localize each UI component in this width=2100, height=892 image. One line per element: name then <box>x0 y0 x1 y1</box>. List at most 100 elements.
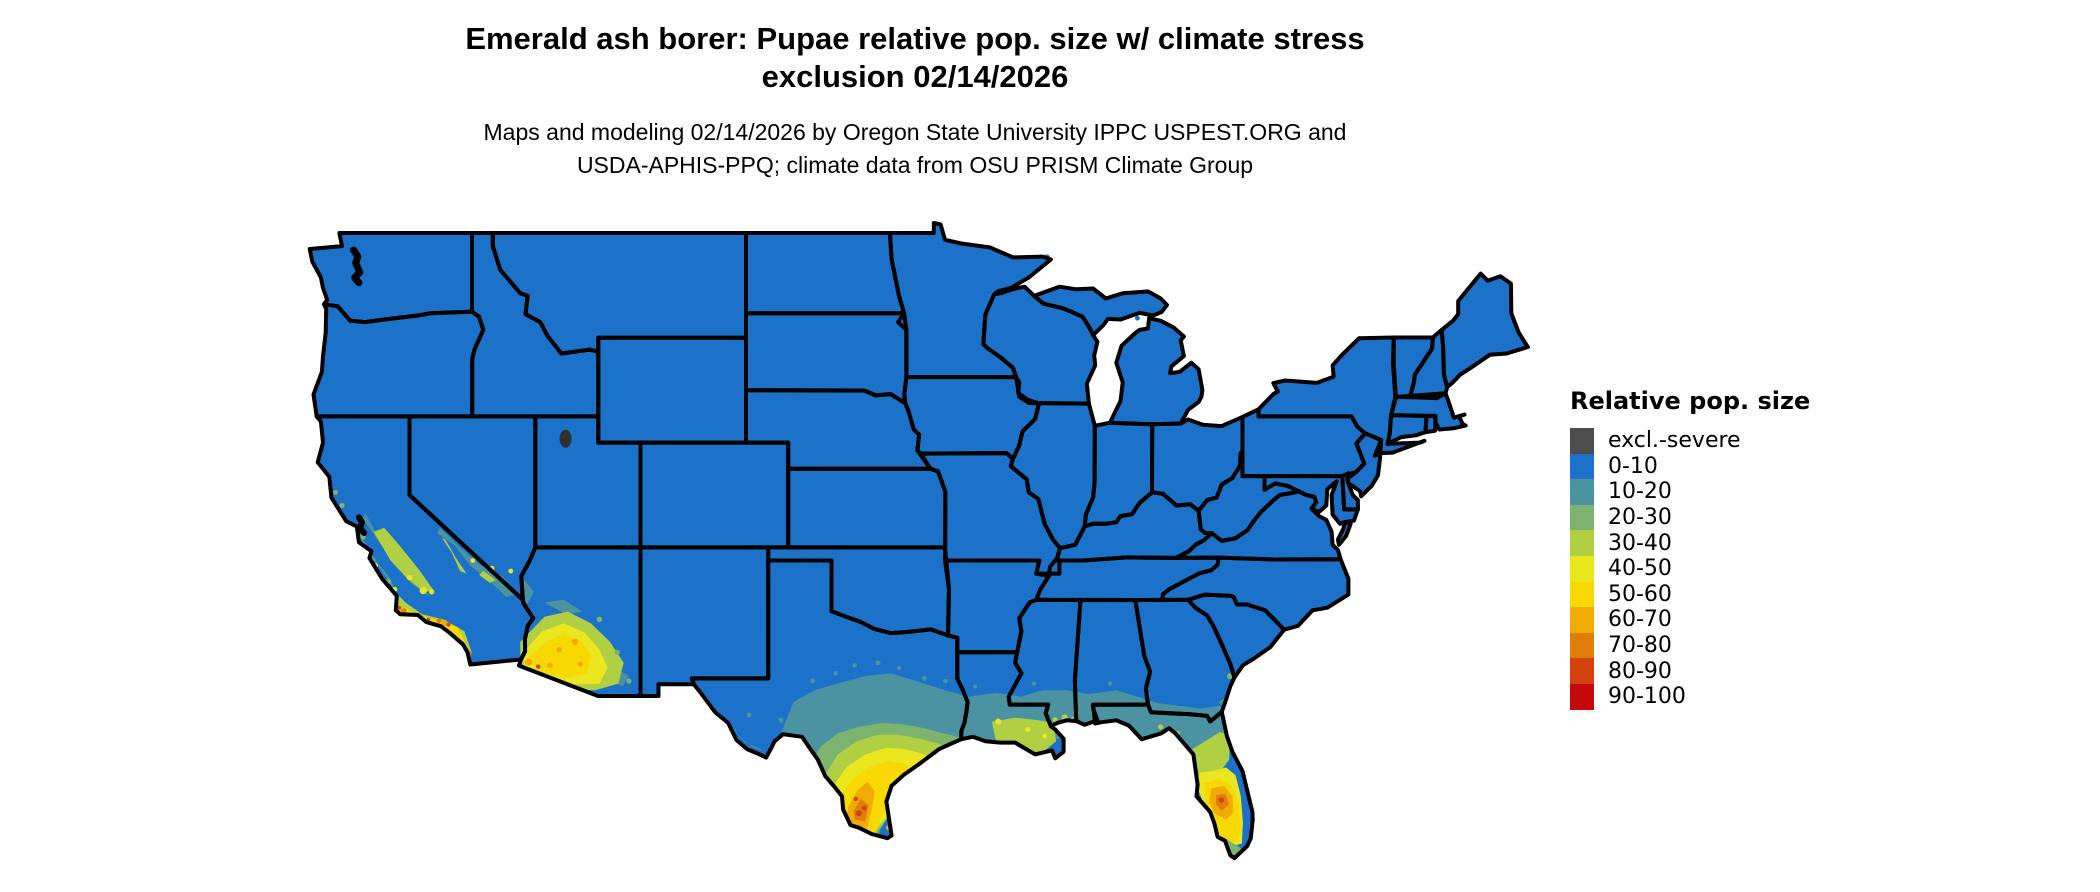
state-fill-tn <box>1036 557 1219 601</box>
overlay-texas-red-specks <box>855 810 862 817</box>
overlay-socal-red-specks <box>426 617 431 622</box>
legend-item-label: 70-80 <box>1608 633 1672 659</box>
state-fill-ne <box>746 390 931 469</box>
san-juan-islands <box>342 234 348 240</box>
legend-swatch-80-90 <box>1570 658 1594 684</box>
legend-item-label: 40-50 <box>1608 556 1672 582</box>
overlay-texas-coast-orange-specks <box>921 771 927 777</box>
legend-item-label: 80-90 <box>1608 658 1672 684</box>
legend-item-label: 60-70 <box>1608 607 1672 633</box>
overlay-florida-yellowgreen-band <box>1179 732 1231 778</box>
state-fill-ks <box>788 468 946 548</box>
overlay-socal-deep-orange-specks <box>436 618 442 624</box>
overlay-socal-orange-specks <box>441 619 448 627</box>
overlay-texas-teal-specks <box>921 675 927 681</box>
state-fill-nv <box>409 416 536 600</box>
overlay-california-valley-yellow-specks <box>406 574 413 581</box>
state-fill-ar <box>945 560 1049 653</box>
legend-item: 70-80 <box>1570 632 1810 659</box>
overlay-mojave-yellowgreen-streaks <box>442 538 467 574</box>
state-fill-miu <box>1034 286 1167 336</box>
state-fill-nd <box>746 233 905 314</box>
overlay-channel-islands-dots-orange <box>417 634 423 640</box>
overlay-mojave-yellow-specks <box>470 558 476 563</box>
figure-title-line1: Emerald ash borer: Pupae relative pop. s… <box>465 21 1365 56</box>
legend-item-label: 50-60 <box>1608 581 1672 607</box>
us-map-water-features <box>342 234 1140 536</box>
legend-item: 50-60 <box>1570 581 1810 608</box>
overlay-arizona-red-speck <box>536 664 541 669</box>
legend-item: 30-40 <box>1570 530 1810 556</box>
overlay-socal-coast-yellowgreen-strip <box>388 586 472 663</box>
state-fill-me <box>1441 273 1528 388</box>
overlay-florida-keys-green-dots <box>1231 865 1236 870</box>
state-fill-co <box>640 442 789 548</box>
legend-item: 20-30 <box>1570 504 1810 531</box>
overlay-texas-coast-orange-specks <box>902 788 908 794</box>
overlay-mojave-yellow-specks <box>508 568 514 574</box>
overlay-socal-red-specks <box>446 622 451 627</box>
overlay-arizona-orange-specks <box>577 661 584 667</box>
overlay-florida-keys-green-dots <box>1213 870 1219 876</box>
state-fill-in <box>1084 422 1153 527</box>
state-fill-wy <box>598 337 746 443</box>
legend-swatch-50-60 <box>1570 581 1594 608</box>
overlay-texas-teal-specks <box>1107 681 1113 686</box>
overlay-arizona-teal-patches <box>544 599 583 615</box>
state-fill-nh <box>1410 329 1448 399</box>
state-border-me <box>1439 271 1530 390</box>
overlay-texas-teal-specks <box>972 684 978 689</box>
state-border-nj <box>1345 431 1384 499</box>
overlay-socal-deep-orange-specks <box>401 608 407 614</box>
overlay-arizona-gold-core <box>527 633 591 679</box>
legend-item: excl.-severe <box>1570 428 1810 454</box>
state-fill-va <box>1176 491 1341 560</box>
overlay-california-valley-yellowgreen <box>373 527 434 592</box>
state-border-md <box>1262 474 1360 526</box>
overlay-central-coast-green-dots <box>333 490 338 495</box>
overlay-texas-teal-specks <box>746 712 752 718</box>
figure-subtitle-line1: Maps and modeling 02/14/2026 by Oregon S… <box>483 119 1347 145</box>
overlay-arizona-orange-specks <box>556 647 562 653</box>
overlay-socal-coast-gold-strip <box>403 606 469 659</box>
overlay-texas-teal-specks <box>852 663 857 668</box>
overlay-nevada-border-teal-band <box>436 527 518 598</box>
overlay-channel-islands-dots-yellow <box>409 630 416 637</box>
legend-items: excl.-severe 0-10 10-20 20-30 30-40 40-50 50-6… <box>1570 428 1810 710</box>
overlay-arizona-green-specks <box>626 678 632 684</box>
overlay-texas-red-specks <box>861 805 867 811</box>
state-border-ms <box>1006 597 1083 729</box>
legend-swatch-70-80 <box>1570 632 1594 659</box>
overlay-channel-islands-dots-yellow <box>440 640 446 646</box>
overlay-texas-teal-specks <box>778 717 784 723</box>
overlay-central-coast-teal-strip <box>356 527 397 595</box>
state-fill-vt <box>1392 337 1433 398</box>
overlay-mojave-yellowgreen-streaks <box>479 571 496 583</box>
state-border-miu <box>1032 284 1169 338</box>
legend-swatch-90-100 <box>1570 683 1594 710</box>
legend-item: 40-50 <box>1570 555 1810 582</box>
puget-sound <box>350 246 364 287</box>
state-border-tx <box>689 558 970 841</box>
overlay-texas-red-specks <box>853 796 858 802</box>
state-fill-ok <box>768 547 949 636</box>
state-fill-sd <box>746 313 907 404</box>
state-fill-nc <box>1162 557 1349 630</box>
overlay-texas-teal-specks <box>1031 681 1037 686</box>
overlay-channel-islands-dots-teal <box>400 623 407 630</box>
legend-item: 10-20 <box>1570 479 1810 505</box>
state-fill-wa <box>309 233 472 323</box>
legend-item: 90-100 <box>1570 683 1810 710</box>
legend-item-label: 30-40 <box>1608 530 1672 556</box>
overlay-louisiana-yellow-specks <box>1042 733 1047 739</box>
state-fill-il <box>1010 403 1095 549</box>
state-border-fl <box>1091 702 1255 861</box>
overlay-arizona-orange-specks <box>525 658 533 666</box>
overlay-texas-teal-specks <box>875 660 881 666</box>
legend-swatch-0-10 <box>1570 453 1594 480</box>
lake-michigan-islands <box>1135 315 1140 321</box>
state-fill-ky <box>1055 492 1212 561</box>
state-fill-ga <box>1135 599 1235 722</box>
legend: Relative pop. size excl.-severe 0-10 10-20… <box>1570 388 1810 710</box>
